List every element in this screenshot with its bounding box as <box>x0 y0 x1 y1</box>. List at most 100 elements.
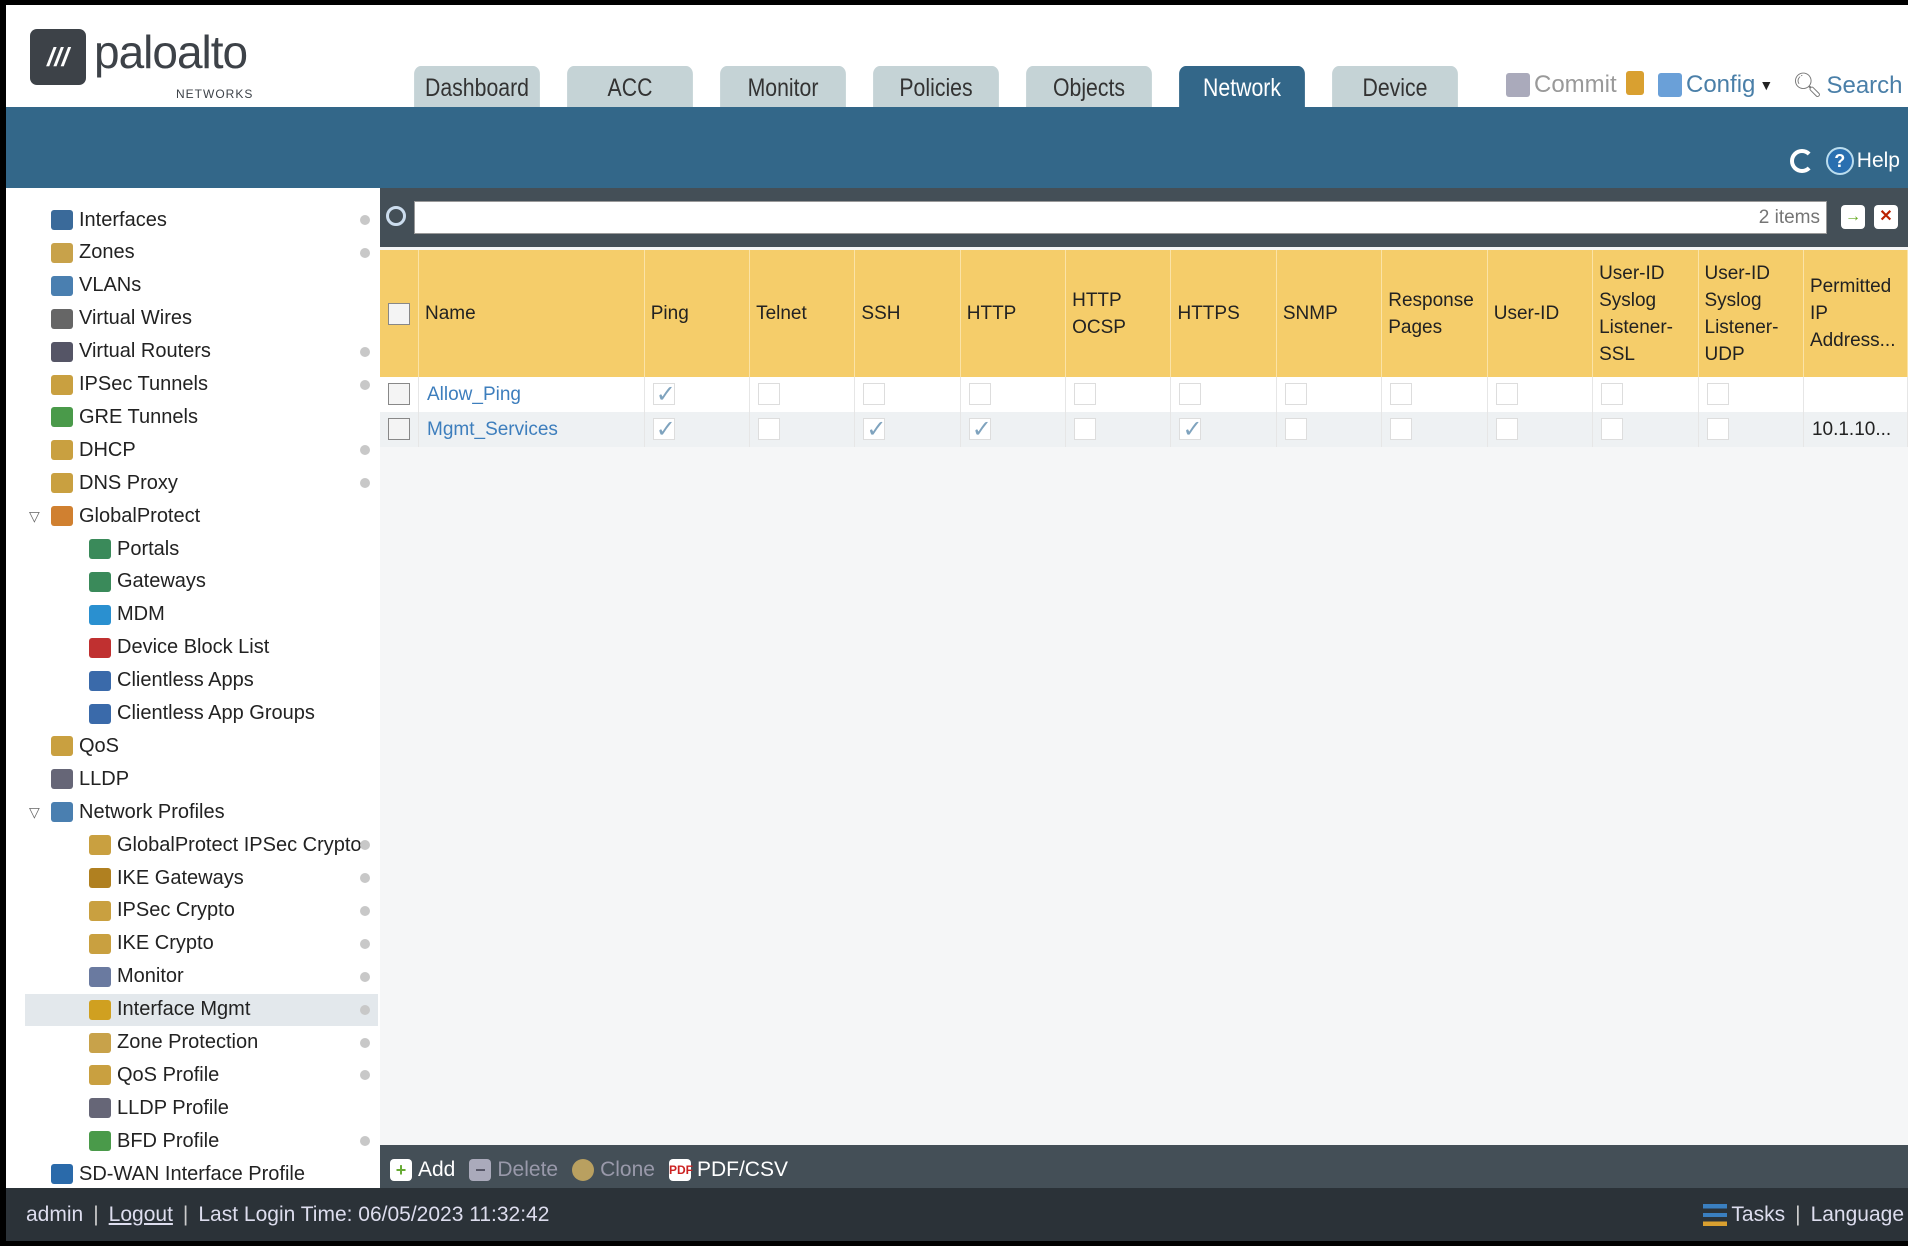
lock-button[interactable] <box>1626 71 1648 95</box>
sidebar-item-gateways[interactable]: Gateways <box>25 566 378 598</box>
sidebar-item-network-profiles[interactable]: ▽ Network Profiles <box>25 796 378 828</box>
search-button[interactable]: 🔍︎ Search <box>1792 71 1903 100</box>
sidebar-item-bfd-profile[interactable]: BFD Profile <box>25 1125 378 1157</box>
sidebar-item-globalprotect[interactable]: ▽ GlobalProtect <box>25 500 378 532</box>
column-header[interactable]: HTTPS <box>1170 250 1277 377</box>
column-header[interactable]: SNMP <box>1276 250 1383 377</box>
sidebar-item-zones[interactable]: Zones <box>25 237 378 269</box>
row-select-checkbox[interactable] <box>388 383 410 406</box>
help-button[interactable]: ? Help <box>1825 147 1900 175</box>
tab-network[interactable]: Network <box>1179 66 1305 107</box>
tab-policies[interactable]: Policies <box>873 66 999 107</box>
sidebar-item-virtual-routers[interactable]: Virtual Routers <box>25 336 378 368</box>
sidebar-item-clientless-app-groups[interactable]: Clientless App Groups <box>25 698 378 730</box>
sidebar-item-device-block-list[interactable]: Device Block List <box>25 632 378 664</box>
sidebar-item-globalprotect-ipsec-crypto[interactable]: GlobalProtect IPSec Crypto <box>25 829 378 861</box>
add-button[interactable]: + Add <box>390 1158 455 1182</box>
interface-mgmt-icon <box>89 999 111 1020</box>
table-row[interactable]: Mgmt_Services 10.1.10... <box>380 412 1908 447</box>
column-header[interactable]: HTTP OCSP <box>1065 250 1172 377</box>
apply-filter-button[interactable]: → <box>1841 205 1865 229</box>
sidebar-item-label: QoS <box>79 734 120 757</box>
sidebar-item-ike-crypto[interactable]: IKE Crypto <box>25 928 378 960</box>
profile-name-link[interactable]: Allow_Ping <box>427 383 521 405</box>
header: /// paloalto NETWORKS Dashboard ACC Monito… <box>6 5 1908 107</box>
sidebar-item-virtual-wires[interactable]: Virtual Wires <box>25 303 378 335</box>
sidebar-item-mdm[interactable]: MDM <box>25 599 378 631</box>
profile-name-link[interactable]: Mgmt_Services <box>427 418 558 440</box>
sidebar-item-label: Device Block List <box>117 636 270 659</box>
clone-button[interactable]: Clone <box>572 1158 655 1182</box>
service-checkbox <box>1390 418 1413 441</box>
tab-device[interactable]: Device <box>1332 66 1458 107</box>
expand-triangle-icon[interactable]: ▽ <box>29 507 40 524</box>
status-dot-icon <box>360 1136 370 1147</box>
sidebar-item-zone-protection[interactable]: Zone Protection <box>25 1027 378 1059</box>
sidebar-item-label: Interfaces <box>79 208 167 231</box>
network-profiles-icon <box>51 802 73 823</box>
sidebar-item-gre-tunnels[interactable]: GRE Tunnels <box>25 401 378 433</box>
sidebar-item-vlans[interactable]: VLANs <box>25 270 378 302</box>
ike-crypto-icon <box>89 933 111 954</box>
column-header[interactable]: User-ID Syslog Listener-UDP <box>1698 250 1804 377</box>
app-window: /// paloalto NETWORKS Dashboard ACC Monito… <box>6 5 1908 1241</box>
sidebar-item-interface-mgmt[interactable]: Interface Mgmt <box>25 993 378 1026</box>
sidebar-item-lldp[interactable]: LLDP <box>25 763 378 795</box>
service-checkbox <box>1706 383 1729 406</box>
refresh-icon[interactable] <box>1789 149 1814 173</box>
logo-text: paloalto <box>94 26 248 78</box>
sidebar-item-clientless-apps[interactable]: Clientless Apps <box>25 665 378 697</box>
sidebar-item-ike-gateways[interactable]: IKE Gateways <box>25 862 378 894</box>
logout-link[interactable]: Logout <box>108 1202 173 1226</box>
lldp-icon <box>51 769 73 790</box>
permitted-ip-cell: 10.1.10... <box>1803 412 1908 447</box>
column-header[interactable]: Ping <box>644 250 751 377</box>
tab-acc[interactable]: ACC <box>567 66 693 107</box>
language-button[interactable]: Language <box>1810 1202 1904 1226</box>
lldp-profile-icon <box>89 1098 111 1119</box>
service-checkbox <box>1179 415 1203 444</box>
sidebar-item-interfaces[interactable]: Interfaces <box>25 204 378 236</box>
column-header[interactable]: Response Pages <box>1381 250 1488 377</box>
sidebar-item-dns-proxy[interactable]: DNS Proxy <box>25 467 378 499</box>
tab-dashboard[interactable]: Dashboard <box>414 66 540 107</box>
sidebar-item-portals[interactable]: Portals <box>25 533 378 565</box>
tasks-button[interactable]: Tasks <box>1731 1202 1786 1226</box>
sidebar-item-qos-profile[interactable]: QoS Profile <box>25 1059 378 1091</box>
sidebar-item-ipsec-tunnels[interactable]: IPSec Tunnels <box>25 369 378 401</box>
sidebar-item-label: Zones <box>79 241 135 264</box>
tab-monitor[interactable]: Monitor <box>720 66 846 107</box>
delete-button[interactable]: − Delete <box>469 1158 558 1182</box>
sidebar-item-ipsec-crypto[interactable]: IPSec Crypto <box>25 895 378 927</box>
sidebar-item-qos[interactable]: QoS <box>25 730 378 762</box>
column-header[interactable]: Telnet <box>749 250 856 377</box>
pdf-csv-button[interactable]: PDF PDF/CSV <box>668 1158 788 1181</box>
sidebar-item-sd-wan-interface-profile[interactable]: SD-WAN Interface Profile <box>25 1158 378 1188</box>
search-icon: 🔍︎ <box>1792 72 1823 99</box>
row-select-checkbox[interactable] <box>388 418 410 441</box>
sidebar-item-label: DHCP <box>79 438 136 461</box>
sidebar-item-label: DNS Proxy <box>79 471 178 494</box>
filter-input[interactable] <box>414 201 1827 234</box>
column-header[interactable]: Permitted IP Address... <box>1803 250 1908 377</box>
sidebar-item-label: IPSec Crypto <box>117 899 235 922</box>
column-header[interactable]: Name <box>418 250 645 377</box>
sidebar-item-monitor[interactable]: Monitor <box>25 961 378 993</box>
ipsec-tunnels-icon <box>51 374 73 395</box>
select-all-checkbox[interactable] <box>388 302 410 325</box>
service-checkbox <box>1495 418 1518 441</box>
sidebar-item-dhcp[interactable]: DHCP <box>25 434 378 466</box>
tab-objects[interactable]: Objects <box>1026 66 1152 107</box>
config-menu[interactable]: Config ▼ <box>1658 71 1773 99</box>
column-header[interactable]: User-ID <box>1487 250 1594 377</box>
table-row[interactable]: Allow_Ping <box>380 377 1908 412</box>
sidebar-item-lldp-profile[interactable]: LLDP Profile <box>25 1092 378 1124</box>
column-header[interactable]: SSH <box>854 250 961 377</box>
status-footer: admin | Logout | Last Login Time: 06/05/20… <box>6 1188 1908 1241</box>
column-header[interactable]: HTTP <box>960 250 1067 377</box>
column-header[interactable]: User-ID Syslog Listener-SSL <box>1592 250 1699 377</box>
portals-icon <box>89 539 111 559</box>
expand-triangle-icon[interactable]: ▽ <box>29 803 40 820</box>
clear-filter-button[interactable]: ✕ <box>1874 205 1898 229</box>
commit-button[interactable]: Commit <box>1506 71 1617 99</box>
